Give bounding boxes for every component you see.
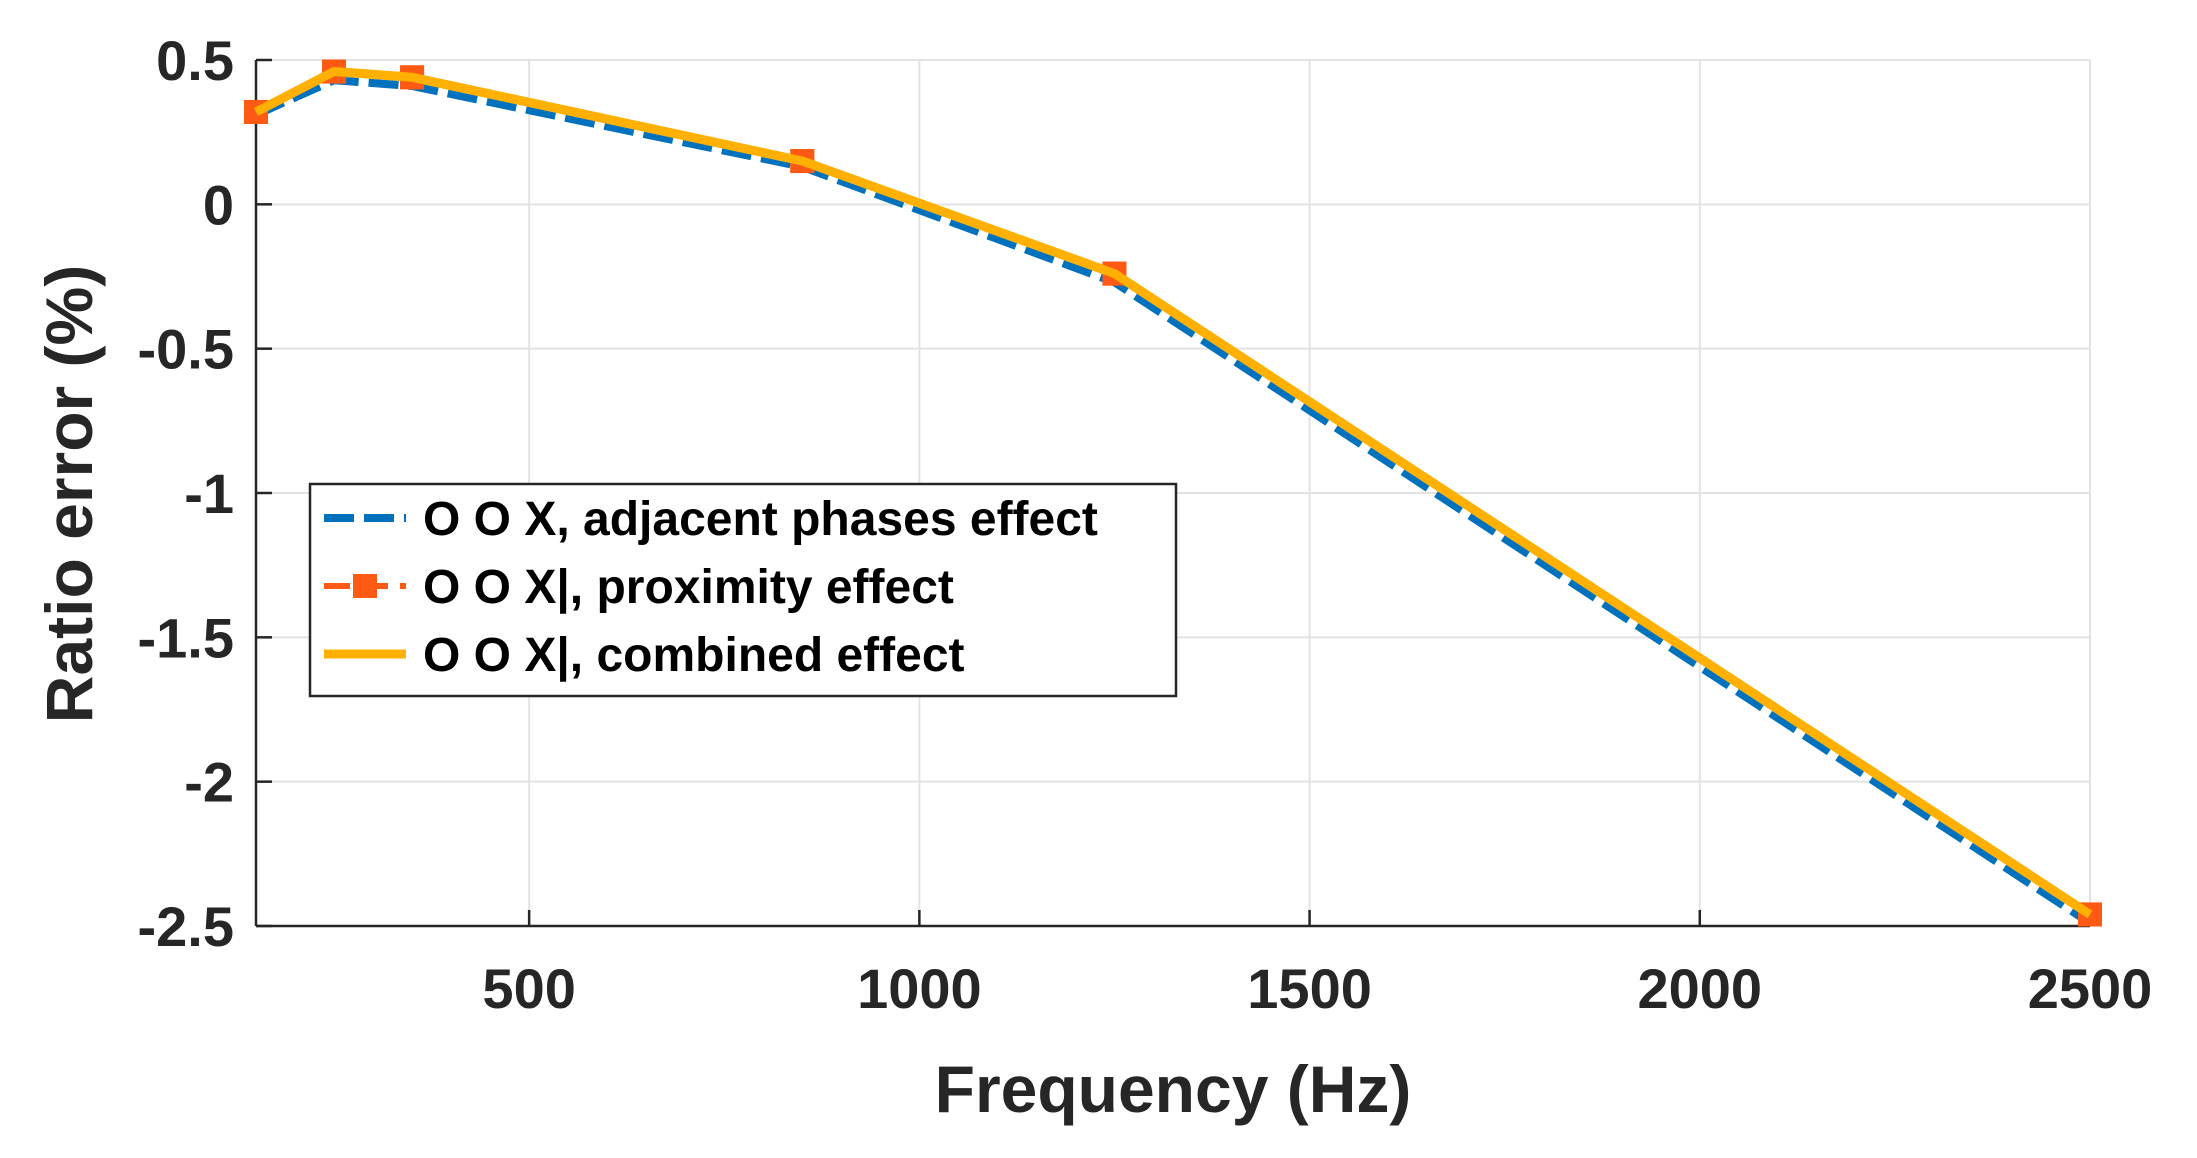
y-tick-label: 0.5 xyxy=(156,29,234,92)
y-tick-label: -2.5 xyxy=(138,895,235,958)
legend-box xyxy=(308,482,1178,698)
y-tick-label: -1.5 xyxy=(138,606,235,669)
y-tick-label: -0.5 xyxy=(138,318,235,381)
series-line-1 xyxy=(254,76,2093,927)
legend-marker xyxy=(353,574,377,598)
x-tick-label: 2500 xyxy=(2028,957,2153,1020)
x-axis-label: Frequency (Hz) xyxy=(935,1052,1412,1126)
y-tick-label: -2 xyxy=(184,751,234,814)
x-tick-label: 1500 xyxy=(1247,957,1372,1020)
y-tick-label: -1 xyxy=(184,462,234,525)
x-tick-label: 500 xyxy=(482,957,575,1020)
y-tick-labels: 0.5 0 -0.5 -1 -1.5 -2 -2.5 xyxy=(138,29,235,958)
legend: O O X, adjacent phases effect O O X|, pro… xyxy=(308,482,1178,698)
series-layer xyxy=(244,59,2102,927)
axes xyxy=(254,58,2092,928)
x-tick-label: 1000 xyxy=(857,957,982,1020)
y-axis-label: Ratio error (%) xyxy=(32,265,106,723)
x-tick-labels: 500 1000 1500 2000 2500 xyxy=(482,957,2152,1020)
x-tick-label: 2000 xyxy=(1637,957,1762,1020)
legend-label-3: O O X|, combined effect xyxy=(423,629,965,682)
y-tick-label: 0 xyxy=(203,173,234,236)
legend-label-1: O O X, adjacent phases effect xyxy=(423,493,1098,546)
legend-label-2: O O X|, proximity effect xyxy=(423,561,954,614)
series-line-combined-top xyxy=(253,67,2093,919)
